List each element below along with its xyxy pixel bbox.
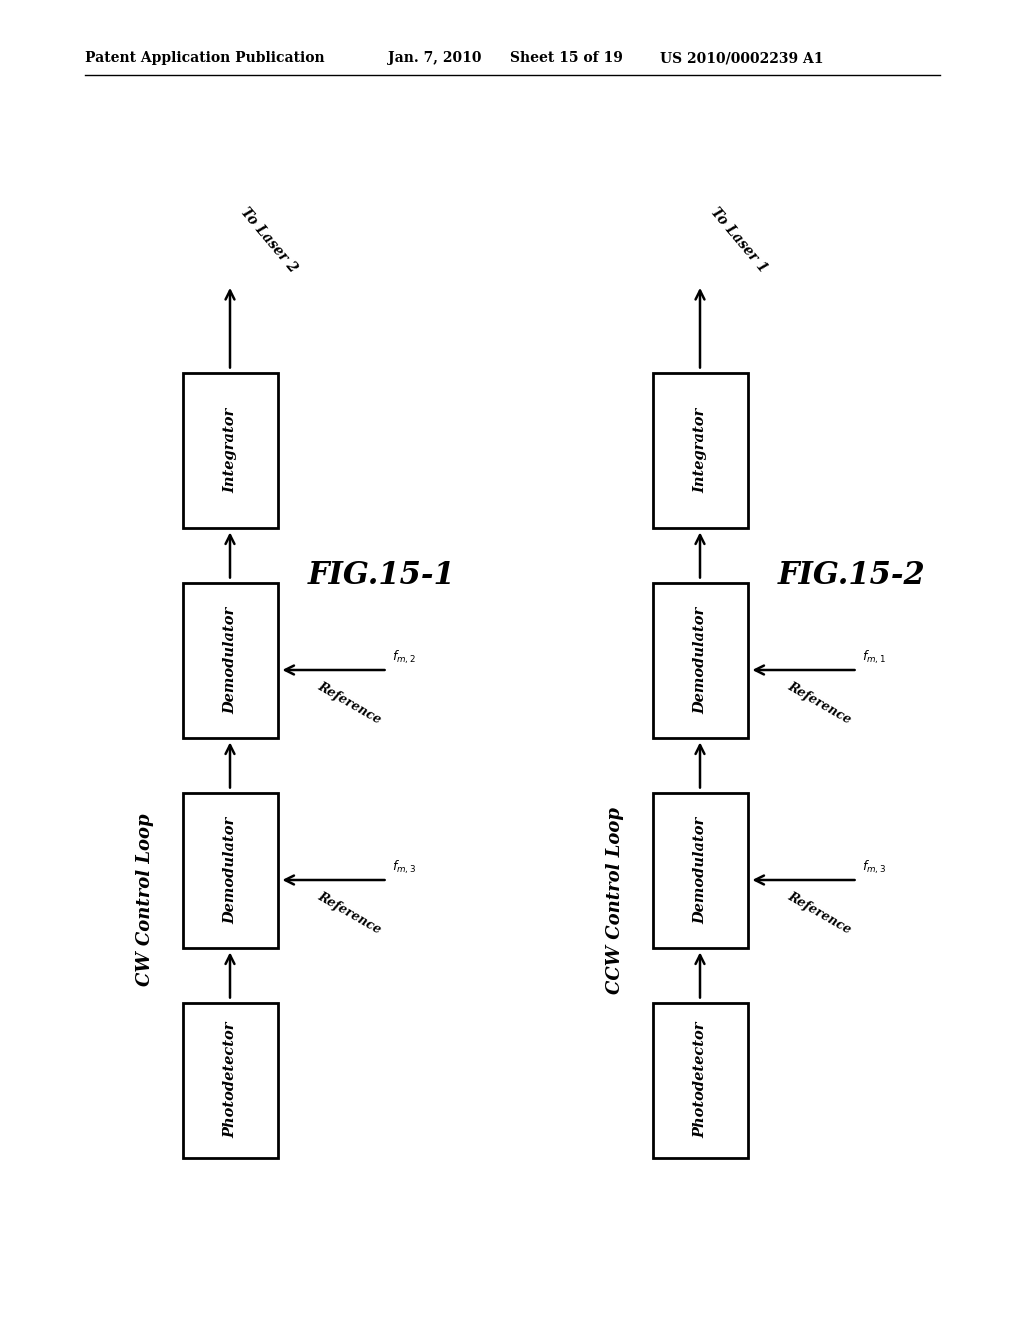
Text: Demodulator: Demodulator — [693, 816, 707, 924]
Text: FIG.15-2: FIG.15-2 — [777, 560, 926, 590]
Bar — [182, 582, 278, 738]
Text: Demodulator: Demodulator — [223, 816, 237, 924]
Text: Reference: Reference — [785, 680, 853, 727]
Text: Reference: Reference — [315, 890, 384, 937]
Text: Demodulator: Demodulator — [693, 606, 707, 714]
Text: Jan. 7, 2010: Jan. 7, 2010 — [388, 51, 481, 65]
Text: Demodulator: Demodulator — [223, 606, 237, 714]
Text: $f_{m,2}$: $f_{m,2}$ — [391, 648, 416, 667]
Text: Reference: Reference — [785, 890, 853, 937]
Text: Integrator: Integrator — [693, 408, 707, 492]
Text: Photodetector: Photodetector — [693, 1022, 707, 1138]
Text: FIG.15-1: FIG.15-1 — [307, 560, 456, 590]
Text: Reference: Reference — [315, 680, 384, 727]
Text: Sheet 15 of 19: Sheet 15 of 19 — [510, 51, 623, 65]
Text: Integrator: Integrator — [223, 408, 237, 492]
Bar — [652, 792, 748, 948]
Bar — [652, 582, 748, 738]
Text: $f_{m,3}$: $f_{m,3}$ — [861, 858, 886, 876]
Bar — [182, 1002, 278, 1158]
Text: To Laser 2: To Laser 2 — [238, 205, 300, 275]
Bar — [652, 1002, 748, 1158]
Text: CW Control Loop: CW Control Loop — [135, 813, 154, 986]
Text: To Laser 1: To Laser 1 — [708, 205, 770, 275]
Text: $f_{m,1}$: $f_{m,1}$ — [861, 648, 886, 667]
Bar — [182, 792, 278, 948]
Bar — [652, 372, 748, 528]
Text: $f_{m,3}$: $f_{m,3}$ — [391, 858, 416, 876]
Bar — [182, 372, 278, 528]
Text: Patent Application Publication: Patent Application Publication — [85, 51, 325, 65]
Text: Photodetector: Photodetector — [223, 1022, 237, 1138]
Text: US 2010/0002239 A1: US 2010/0002239 A1 — [660, 51, 823, 65]
Text: CCW Control Loop: CCW Control Loop — [605, 807, 624, 994]
